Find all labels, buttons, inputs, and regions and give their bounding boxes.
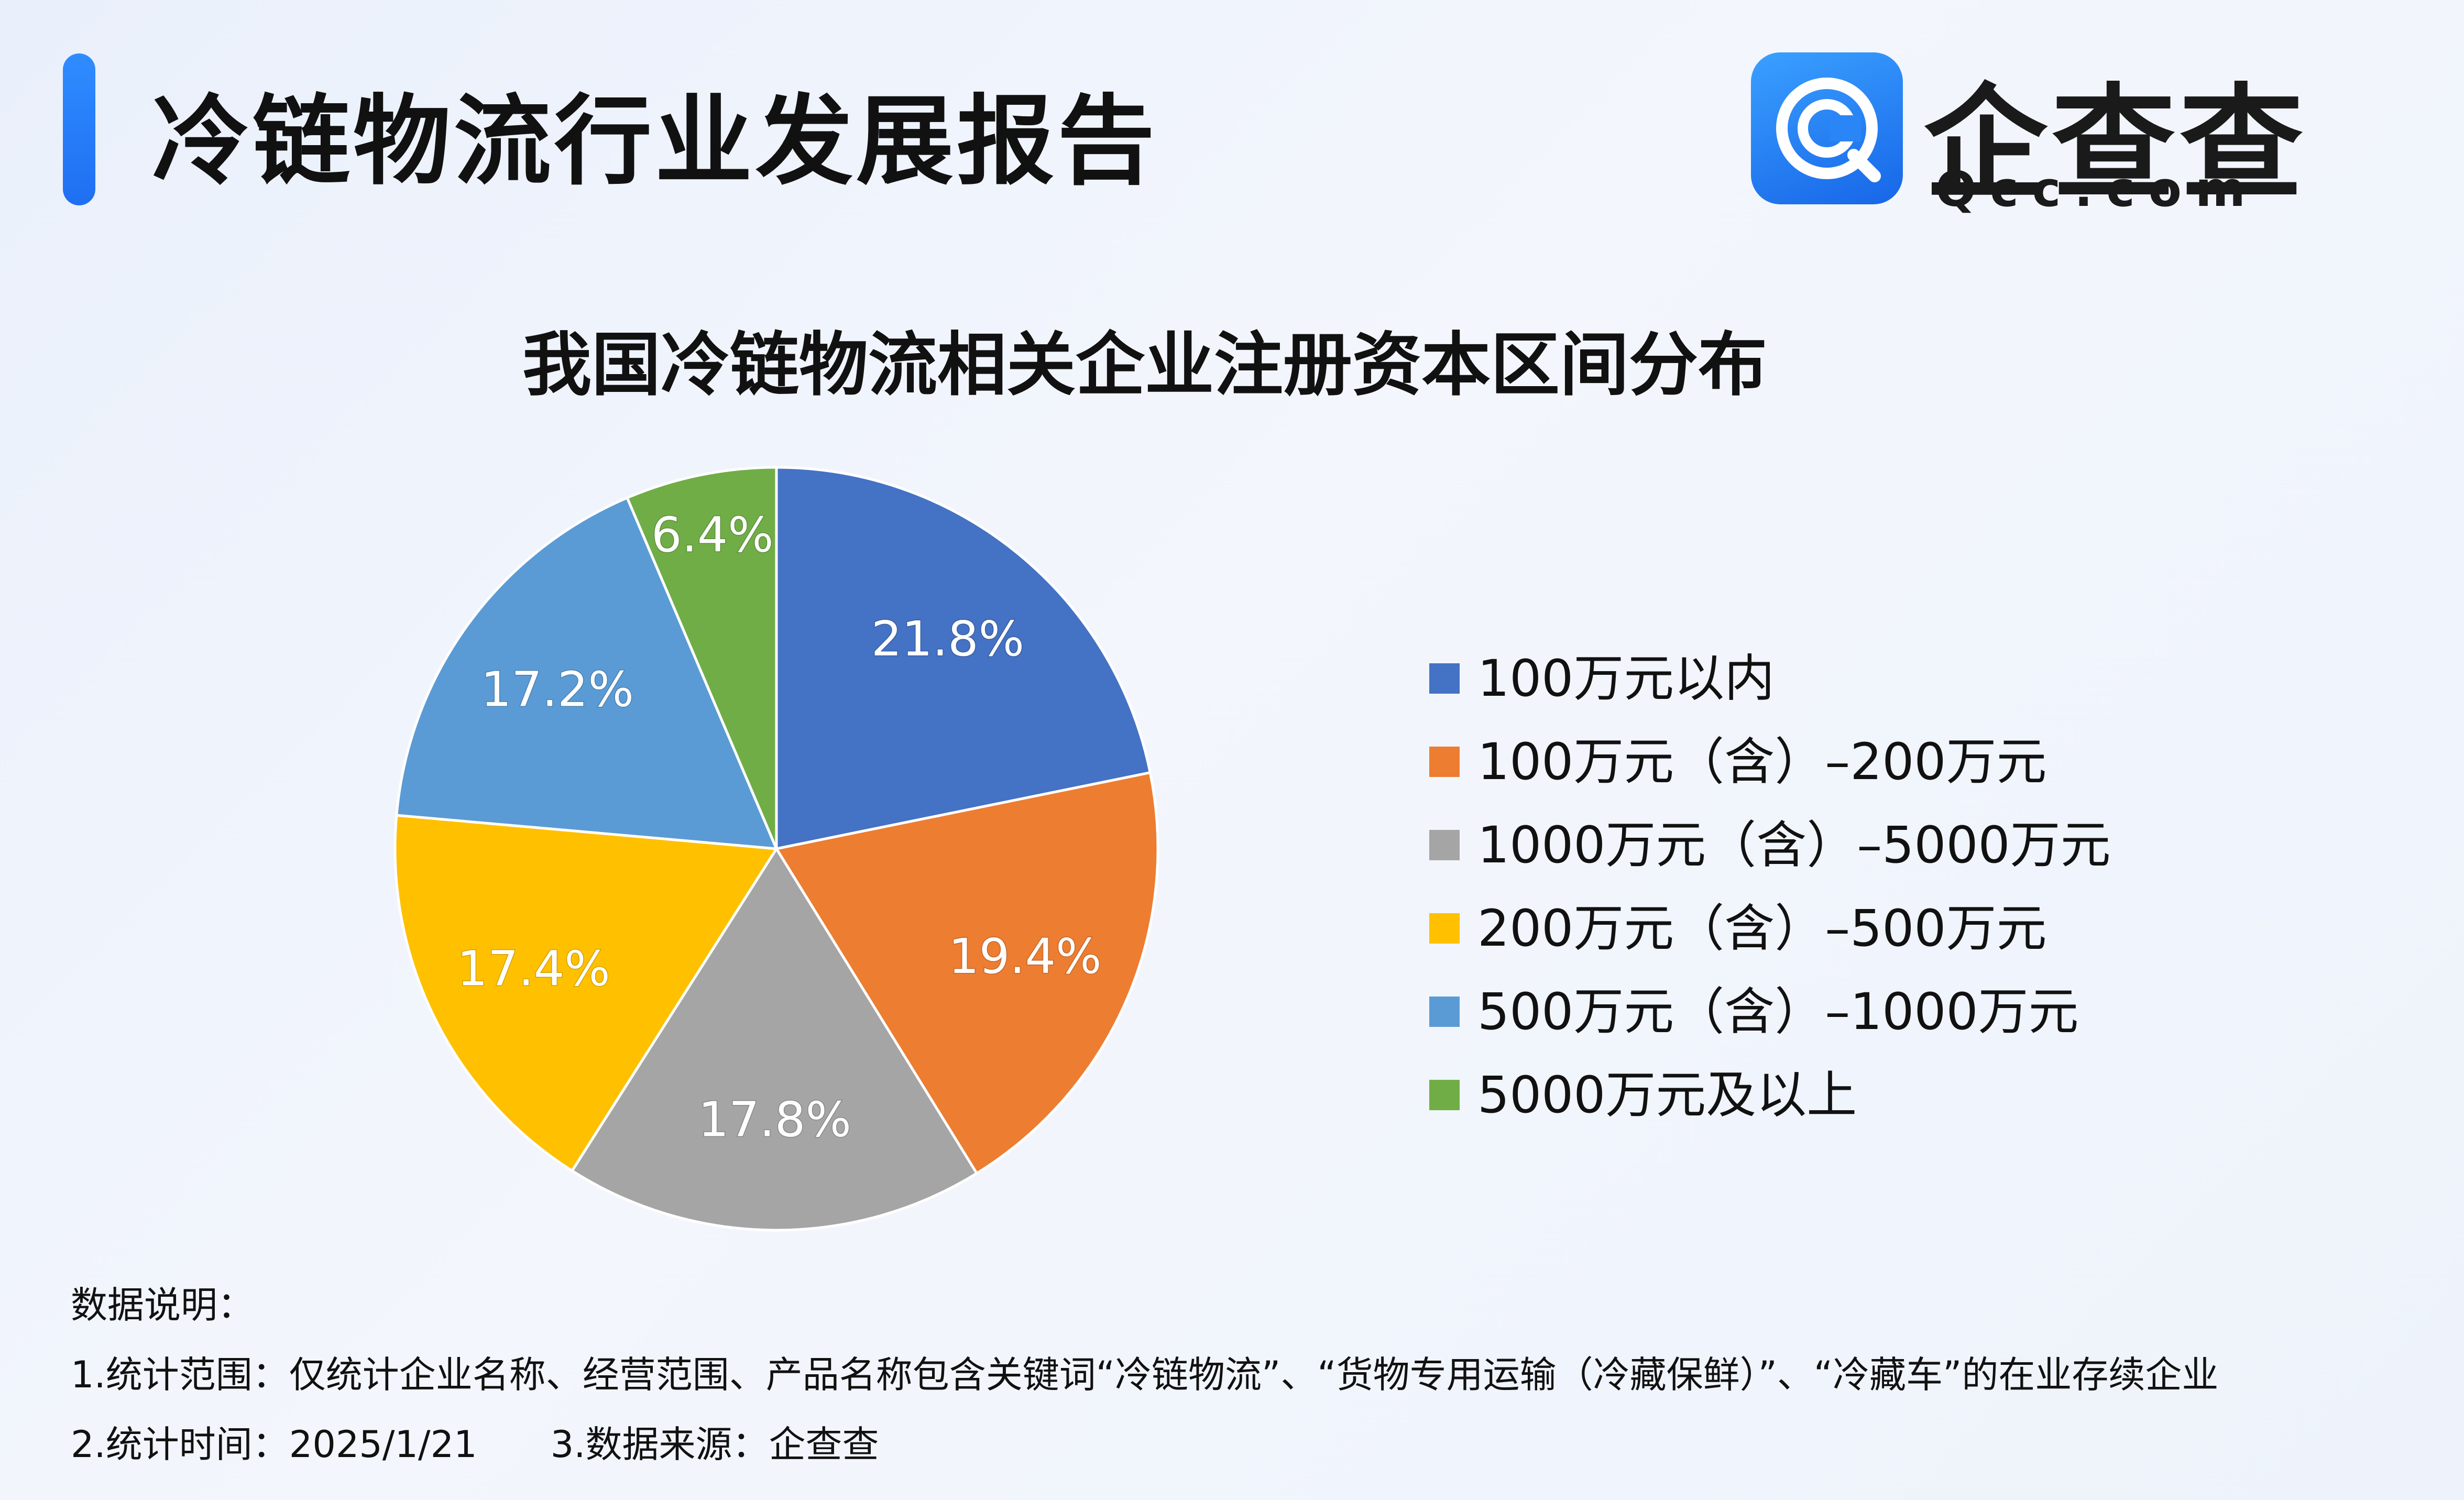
- legend-label-3: 1000万元（含）–5000万元: [1477, 816, 2111, 874]
- legend-swatch-2: [1429, 747, 1460, 777]
- pie-slice-3: [570, 846, 979, 1232]
- pie-slice-2: [774, 771, 1159, 1175]
- pie-slice-1: [775, 466, 1152, 851]
- legend-swatch-6: [1429, 1080, 1460, 1110]
- pie-slice-6: [625, 466, 778, 849]
- legend-swatch-3: [1429, 830, 1460, 860]
- qcc-logo-wordmark: 企查查: [1924, 72, 2308, 216]
- notes-source: 3.数据来源：企查查: [550, 1423, 879, 1466]
- pie-slice-label-1: 21.8%: [871, 611, 1024, 667]
- title-accent-bar: [63, 53, 95, 205]
- legend-swatch-4: [1429, 913, 1460, 944]
- pie-slice-label-6: 6.4%: [651, 507, 774, 563]
- notes-heading: 数据说明：: [71, 1284, 254, 1327]
- qcc-logo-domain: Qcc.com: [1935, 161, 2259, 217]
- pie-chart: 21.8% 19.4% 17.8% 17.4% 17.2% 6.4%: [393, 466, 1159, 1232]
- pie-slice-label-3: 17.8%: [698, 1091, 851, 1147]
- qcc-logo-icon: [1751, 52, 1903, 204]
- notes-scope: 1.统计范围：仅统计企业名称、经营范围、产品名称包含关键词“冷链物流”、“货物专…: [71, 1353, 2219, 1396]
- legend-swatch-5: [1429, 997, 1460, 1027]
- pie-slice-5: [395, 496, 779, 850]
- notes-time-source: 2.统计时间：2025/1/21 3.数据来源：企查查: [71, 1410, 2218, 1480]
- legend-label-1: 100万元以内: [1477, 649, 1775, 708]
- chart-title: 我国冷链物流相关企业注册资本区间分布: [522, 325, 1767, 406]
- pie-slice-label-4: 17.4%: [457, 940, 610, 997]
- pie-slice-4: [393, 814, 779, 1173]
- pie-slice-label-2: 19.4%: [948, 928, 1101, 984]
- data-notes: 数据说明： 1.统计范围：仅统计企业名称、经营范围、产品名称包含关键词“冷链物流…: [71, 1271, 2218, 1480]
- legend-label-4: 200万元（含）–500万元: [1477, 899, 2047, 958]
- legend-label-5: 500万元（含）–1000万元: [1477, 982, 2079, 1041]
- notes-time: 2.统计时间：2025/1/21: [71, 1423, 477, 1466]
- legend-swatch-1: [1429, 663, 1460, 694]
- page-title: 冷链物流行业发展报告: [152, 84, 1158, 198]
- legend-label-2: 100万元（含）–200万元: [1477, 732, 2047, 791]
- legend-label-6: 5000万元及以上: [1477, 1066, 1857, 1124]
- pie-slice-label-5: 17.2%: [481, 662, 634, 718]
